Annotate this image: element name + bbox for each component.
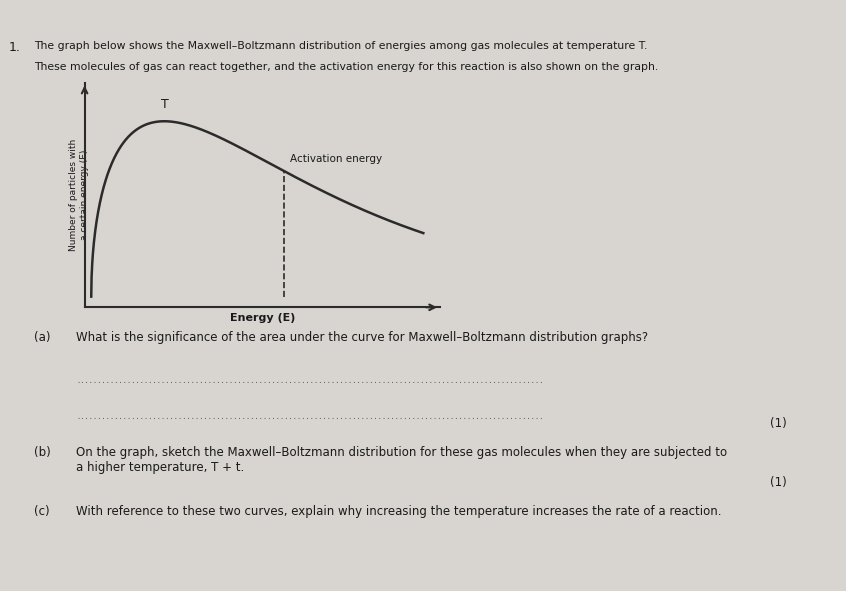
Text: ................................................................................: ........................................… <box>76 378 544 384</box>
Text: (1): (1) <box>770 476 787 489</box>
Text: The graph below shows the Maxwell–Boltzmann distribution of energies among gas m: The graph below shows the Maxwell–Boltzm… <box>34 41 647 51</box>
Text: (b): (b) <box>34 446 51 459</box>
Text: (1): (1) <box>770 417 787 430</box>
Text: On the graph, sketch the Maxwell–Boltzmann distribution for these gas molecules : On the graph, sketch the Maxwell–Boltzma… <box>76 446 728 474</box>
Text: What is the significance of the area under the curve for Maxwell–Boltzmann distr: What is the significance of the area und… <box>76 331 648 344</box>
Text: 1.: 1. <box>8 41 20 54</box>
Text: With reference to these two curves, explain why increasing the temperature incre: With reference to these two curves, expl… <box>76 505 722 518</box>
Text: (a): (a) <box>34 331 51 344</box>
Text: ................................................................................: ........................................… <box>76 414 544 420</box>
Text: T: T <box>161 99 168 112</box>
X-axis label: Energy (E): Energy (E) <box>229 313 295 323</box>
Y-axis label: Number of particles with
a certain energy (E): Number of particles with a certain energ… <box>69 139 89 251</box>
Text: (c): (c) <box>34 505 49 518</box>
Text: These molecules of gas can react together, and the activation energy for this re: These molecules of gas can react togethe… <box>34 62 658 72</box>
Text: Activation energy: Activation energy <box>290 154 382 164</box>
